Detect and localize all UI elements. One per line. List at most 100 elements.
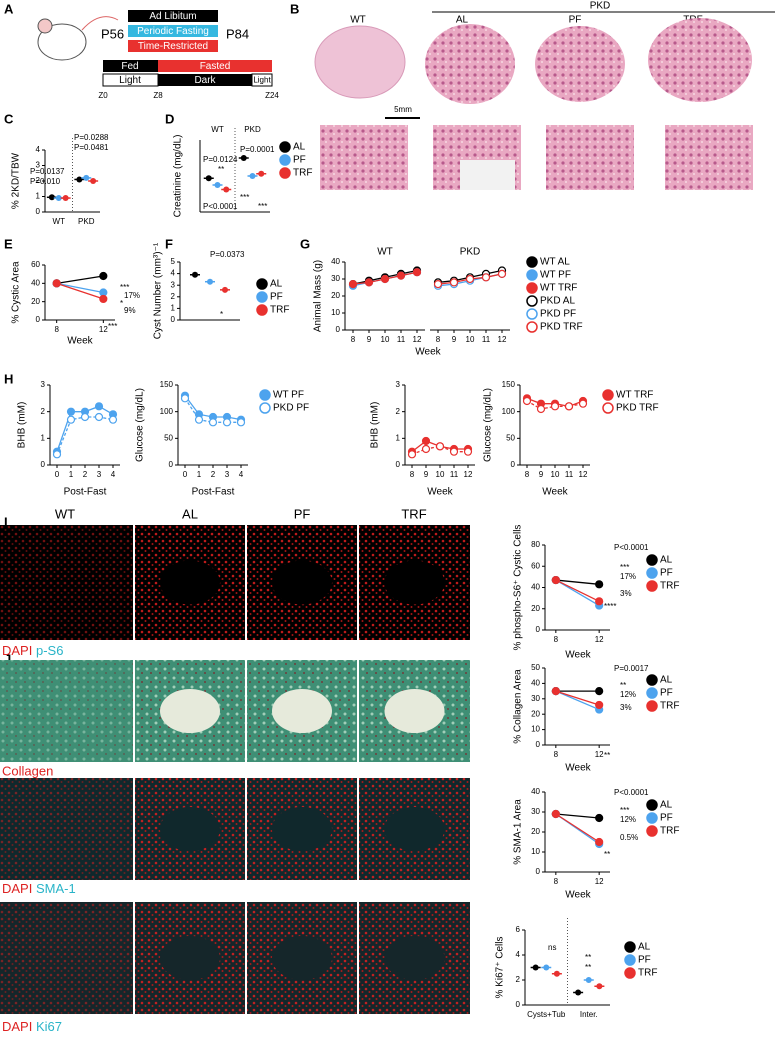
y-tick-label: 3 [41,380,46,389]
group-label: PKD [590,1,611,12]
stain: DAPI [2,643,32,658]
x-tick-label: 11 [482,335,491,344]
y-tick-label: 0 [336,325,341,334]
annotation: 12% [620,690,636,699]
y-tick-label: 50 [531,663,540,672]
x-tick-label: 12 [498,335,507,344]
data-point [550,402,560,411]
y-tick-label: 3 [396,380,401,389]
y-tick-label: 20 [31,297,40,306]
x-tick-label: 9 [452,335,457,344]
annotation: 0.5% [620,833,638,842]
category-label: Inter. [580,1010,598,1019]
cyst [384,936,445,980]
column-label: AL [182,506,198,521]
micrograph-texture [0,525,133,640]
y-tick-label: 100 [160,407,174,416]
x-axis-label: Week [565,763,591,774]
y-tick-label: 3 [171,280,176,289]
x-tick-label: 9 [367,335,372,344]
annotation: *** [620,563,629,572]
x-tick-label: 8 [54,325,59,334]
y-tick-label: 0 [36,207,41,216]
x-tick-label: 8 [410,470,415,479]
legend-marker [602,402,614,414]
y-axis-label: BHB (mM) [17,402,28,449]
data-point [595,580,604,589]
regimen: Periodic Fasting [137,26,209,37]
y-axis-label: % 2KD/TBW [11,152,22,209]
y-tick-label: 1 [396,433,401,442]
y-tick-label: 30 [531,694,540,703]
legend-marker [279,167,291,179]
legend-marker [646,700,658,712]
y-axis-label: BHB (mM) [370,402,381,449]
data-point [465,274,475,284]
y-tick-label: 60 [31,260,40,269]
data-point [52,279,61,288]
legend-marker [526,282,538,294]
cyst [460,160,515,190]
series-line [56,416,114,455]
x-tick-label: 1 [197,470,202,479]
x-axis-label: Week [565,650,591,661]
panel-label: I [4,514,8,529]
x-tick-label: 12 [595,877,604,886]
y-tick-label: 3 [36,161,41,170]
legend-label: PKD TRF [616,403,659,414]
x-tick-label: 10 [466,335,475,344]
y-tick-label: 2 [516,975,521,984]
data-point [551,575,560,585]
y-axis-label: Glucose (mg/dL) [483,388,494,462]
legend-label: WT PF [540,270,571,281]
series-line [184,397,241,423]
x-tick-label: 12 [595,750,604,759]
annotation: P=0.0373 [210,250,245,259]
legend-label: AL [660,675,673,686]
stain: SMA-1 [36,881,76,896]
y-tick-label: 60 [531,561,540,570]
panel-b: WT AL PF TRF PKD 5mm [314,1,775,190]
legend-marker [602,389,614,401]
y-axis-label: % SMA-1 Area [513,799,524,865]
annotation: P=0.0001 [240,145,275,154]
y-axis-label: Animal Mass (g) [313,260,324,332]
annotation: * [120,299,123,308]
y-axis-label: Cyst Number (mm³)⁻¹ [153,242,164,339]
y-tick-label: 30 [331,274,340,283]
x-tick-label: 8 [436,335,441,344]
micrograph-texture [0,660,133,762]
y-tick-label: 2 [171,292,176,301]
phase: Light [119,75,141,86]
x-tick-label: 12 [595,635,604,644]
y-tick-label: 1 [41,433,46,442]
histology-image [546,125,634,190]
kidney-image [648,18,752,102]
panel-label: H [4,371,13,386]
legend-label: PKD PF [540,309,576,320]
annotation: P<0.0001 [203,202,238,211]
cyst [272,689,332,733]
histology-image [665,125,753,190]
x-tick-label: 9 [424,470,429,479]
y-tick-label: 20 [531,827,540,836]
data-point [207,278,213,285]
data-point [421,436,431,446]
mouse-icon [37,23,87,61]
y-tick-label: 0 [536,625,541,634]
data-point [240,155,247,161]
data-point [578,399,588,408]
y-tick-label: 10 [531,847,540,856]
legend-label: WT TRF [616,390,653,401]
stain: DAPI [2,1019,32,1034]
legend-label: TRF [638,968,657,979]
y-tick-label: 40 [331,257,340,266]
legend-label: TRF [270,305,289,316]
annotation: *** [120,283,129,292]
data-point [208,418,218,427]
x-tick-label: 11 [565,470,574,479]
data-point [575,989,582,996]
dark-bar [158,74,252,86]
legend-label: TRF [660,826,679,837]
legend-label: AL [660,800,673,811]
